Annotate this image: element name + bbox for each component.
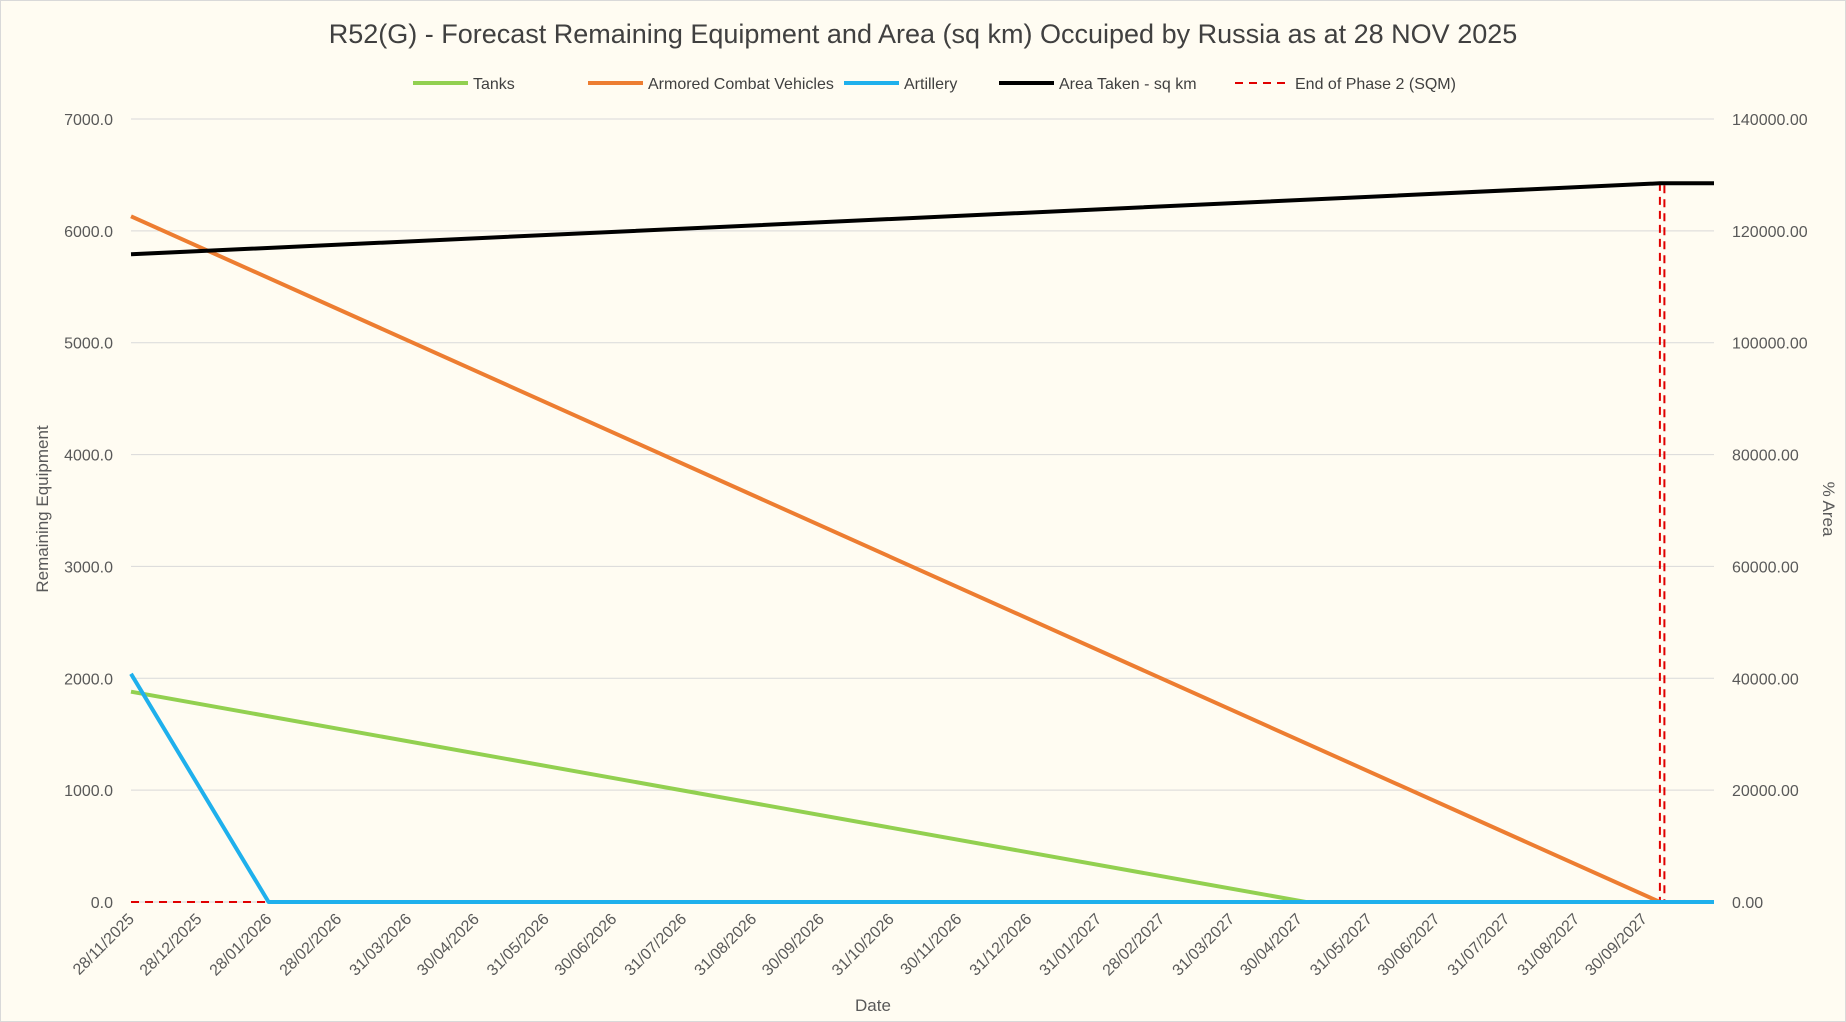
legend-label: End of Phase 2 (SQM)	[1295, 76, 1456, 93]
legend-label: Armored Combat Vehicles	[648, 76, 834, 93]
series-line-armored-combat-vehicles	[130, 214, 1714, 904]
y-tick-label: 3000.0	[64, 559, 113, 576]
y2-tick-label: 140000.00	[1732, 112, 1808, 129]
x-tick-label: 31/07/2026	[622, 911, 691, 980]
x-tick-label: 31/05/2026	[484, 911, 553, 980]
y-axis-right: 0.00 20000.00 40000.00 60000.00 80000.00 1000…	[1732, 112, 1808, 912]
y2-tick-label: 60000.00	[1732, 559, 1799, 576]
x-tick-label: 30/04/2026	[414, 911, 483, 980]
x-tick-label: 31/03/2026	[347, 911, 416, 980]
x-tick-label: 31/05/2027	[1307, 911, 1376, 980]
y-tick-label: 7000.0	[64, 112, 113, 129]
series-group	[129, 181, 1714, 904]
y2-tick-label: 120000.00	[1732, 224, 1808, 241]
x-axis-label: Date	[855, 996, 891, 1015]
x-tick-label: 28/11/2025	[70, 911, 138, 979]
y-tick-label: 5000.0	[64, 336, 113, 353]
chart-title: R52(G) - Forecast Remaining Equipment an…	[329, 19, 1518, 49]
x-tick-label: 30/06/2027	[1375, 911, 1444, 980]
x-axis: 28/11/2025 28/12/2025 28/01/2026 28/02/2026…	[70, 911, 1651, 980]
x-tick-label: 30/06/2026	[552, 911, 621, 980]
x-tick-label: 28/02/2026	[277, 911, 346, 980]
y-tick-label: 6000.0	[64, 224, 113, 241]
y2-tick-label: 100000.00	[1732, 336, 1808, 353]
series-line-artillery	[129, 672, 1714, 904]
y2-tick-label: 0.00	[1732, 895, 1763, 912]
legend-label: Area Taken - sq km	[1059, 76, 1197, 93]
x-tick-label: 30/04/2027	[1237, 911, 1306, 980]
series-line-end-of-phase-2-sqm-	[131, 182, 1666, 903]
x-tick-label: 31/01/2027	[1037, 911, 1106, 980]
x-tick-label: 31/10/2026	[829, 911, 898, 980]
x-tick-label: 28/12/2025	[137, 911, 206, 980]
gridlines	[131, 118, 1714, 903]
y-tick-label: 1000.0	[64, 783, 113, 800]
series-line-tanks	[130, 689, 1714, 904]
y-tick-label: 0.0	[91, 895, 113, 912]
legend: Tanks Armored Combat Vehicles Artillery Are…	[413, 76, 1456, 93]
x-tick-label: 30/09/2026	[759, 911, 828, 980]
y-tick-label: 2000.0	[64, 671, 113, 688]
y-axis-left: 0.0 1000.0 2000.0 3000.0 4000.0 5000.0 6000.0 7…	[64, 112, 113, 912]
legend-label: Artillery	[904, 76, 957, 93]
y-tick-label: 4000.0	[64, 448, 113, 465]
x-tick-label: 31/12/2026	[967, 911, 1036, 980]
y2-tick-label: 80000.00	[1732, 448, 1799, 465]
x-tick-label: 30/11/2026	[898, 911, 966, 979]
legend-label: Tanks	[473, 76, 515, 93]
y2-axis-label: % Area	[1819, 482, 1838, 537]
x-tick-label: 31/08/2027	[1515, 911, 1584, 980]
series-line-area-taken-sq-km	[130, 181, 1714, 257]
y2-tick-label: 20000.00	[1732, 783, 1799, 800]
x-tick-label: 31/07/2027	[1445, 911, 1514, 980]
x-tick-label: 31/03/2027	[1170, 911, 1239, 980]
y-axis-label: Remaining Equipment	[33, 425, 52, 593]
x-tick-label: 30/09/2027	[1582, 911, 1651, 980]
x-tick-label: 28/02/2027	[1100, 911, 1169, 980]
y2-tick-label: 40000.00	[1732, 671, 1799, 688]
x-tick-label: 28/01/2026	[207, 911, 276, 980]
x-tick-label: 31/08/2026	[692, 911, 761, 980]
